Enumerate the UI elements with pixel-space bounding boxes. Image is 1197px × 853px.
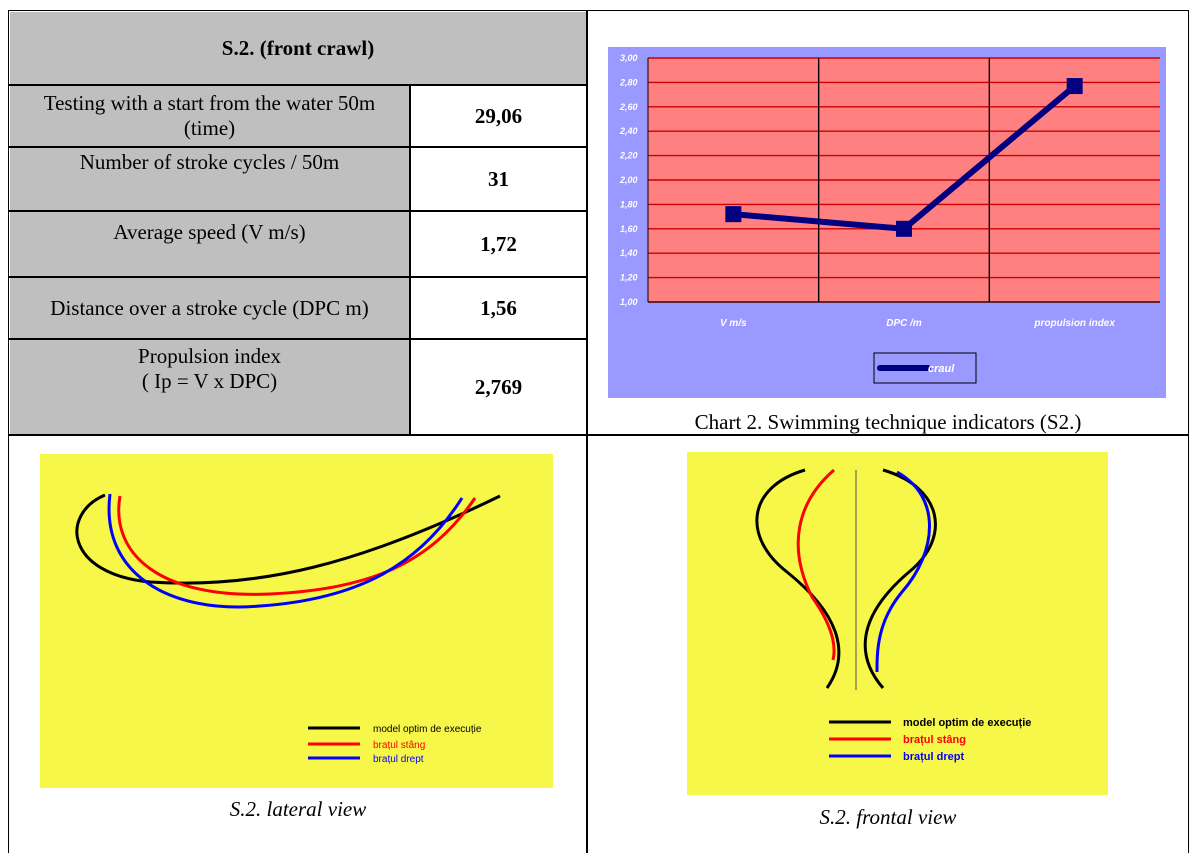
legend-text-right: brațul drept — [373, 754, 424, 765]
divider — [8, 434, 1189, 436]
row-value-text-1: 29,06 — [474, 103, 523, 128]
y-tick-label: 2,60 — [619, 102, 638, 112]
table-title-cell: S.2. (front crawl) — [10, 12, 586, 84]
divider — [8, 276, 587, 278]
data-point — [896, 220, 912, 237]
x-tick-label: propulsion index — [1033, 318, 1115, 329]
y-tick-label: 2,40 — [619, 126, 638, 136]
y-tick-label: 1,60 — [620, 224, 638, 234]
left-arm-curve — [796, 468, 836, 661]
frontal-caption-text: S.2. frontal view — [819, 804, 957, 829]
right-arm-curve — [875, 470, 931, 673]
row-value-3: 1,72 — [411, 212, 586, 276]
lateral-view-diagram: model optim de execuție brațul stâng bra… — [40, 454, 553, 788]
row-label-2: Number of stroke cycles / 50m — [10, 148, 409, 210]
divider — [8, 210, 587, 212]
row-value-5: 2,769 — [411, 340, 586, 434]
frontal-view-diagram: model optim de execuție brațul stâng bra… — [687, 452, 1108, 795]
table-title: S.2. (front crawl) — [221, 35, 375, 60]
model-curve-right — [863, 468, 937, 689]
row-label-text-3: Average speed (V m/s) — [113, 220, 306, 244]
legend-text-model: model optim de execuție — [903, 717, 1031, 729]
right-arm-curve — [107, 493, 464, 609]
row-value-2: 31 — [411, 148, 586, 210]
divider — [586, 10, 588, 853]
y-tick-label: 1,00 — [620, 297, 638, 307]
data-point — [1066, 78, 1083, 95]
row-label-4: Distance over a stroke cycle (DPC m) — [10, 278, 409, 338]
line-chart: 1,00 1,20 1,40 1,60 1,80 2,00 2,20 2,40 2,60 2,80… — [608, 47, 1166, 398]
document-frame — [8, 10, 1189, 853]
y-tick-label: 2,00 — [619, 175, 638, 185]
row-label-3: Average speed (V m/s) — [10, 212, 409, 276]
row-value-text-4: 1,56 — [480, 295, 517, 320]
frontal-caption: S.2. frontal view — [588, 802, 1188, 832]
row-value-4: 1,56 — [411, 278, 586, 338]
row-value-text-2: 31 — [488, 166, 509, 191]
chart-caption: Chart 2. Swimming technique indicators (… — [588, 410, 1188, 434]
row-value-text-5: 2,769 — [474, 374, 523, 399]
x-tick-label: V m/s — [720, 318, 747, 329]
y-tick-label: 1,80 — [620, 199, 638, 209]
legend-label: craul — [928, 363, 955, 375]
model-curve — [75, 493, 501, 585]
lateral-caption-text: S.2. lateral view — [229, 796, 367, 821]
row-label-text-2: Number of stroke cycles / 50m — [79, 150, 340, 174]
row-label-1: Testing with a start from the water 50m … — [10, 86, 409, 146]
lateral-caption: S.2. lateral view — [10, 794, 586, 824]
y-tick-label: 2,20 — [619, 151, 638, 161]
divider — [8, 84, 587, 86]
data-point — [725, 206, 742, 223]
divider — [8, 146, 587, 148]
legend-text-right: brațul drept — [903, 751, 964, 763]
row-label-text-5a: Propulsion index — [138, 344, 281, 368]
y-tick-label: 1,40 — [620, 248, 638, 258]
row-value-text-3: 1,72 — [480, 231, 517, 256]
diagram-background — [40, 454, 553, 788]
row-label-text-4: Distance over a stroke cycle (DPC m) — [50, 295, 369, 320]
divider — [409, 84, 411, 435]
left-arm-curve — [117, 495, 477, 596]
model-curve-left — [755, 468, 841, 689]
row-label-text-5b: ( Ip = V x DPC) — [141, 369, 278, 393]
row-label-5: Propulsion index ( Ip = V x DPC) — [10, 340, 409, 434]
legend-text-left: brațul stâng — [903, 734, 966, 746]
row-value-1: 29,06 — [411, 86, 586, 146]
diagram-background — [687, 452, 1108, 795]
y-tick-label: 2,80 — [619, 77, 638, 87]
y-tick-label: 1,20 — [620, 273, 638, 283]
x-tick-label: DPC /m — [886, 318, 922, 329]
row-label-text-1: Testing with a start from the water 50m … — [43, 91, 376, 140]
legend-text-left: brațul stâng — [373, 740, 425, 751]
divider — [8, 338, 587, 340]
chart-caption-text: Chart 2. Swimming technique indicators (… — [694, 409, 1082, 434]
legend-text-model: model optim de execuție — [373, 724, 482, 735]
y-tick-label: 3,00 — [620, 53, 638, 63]
